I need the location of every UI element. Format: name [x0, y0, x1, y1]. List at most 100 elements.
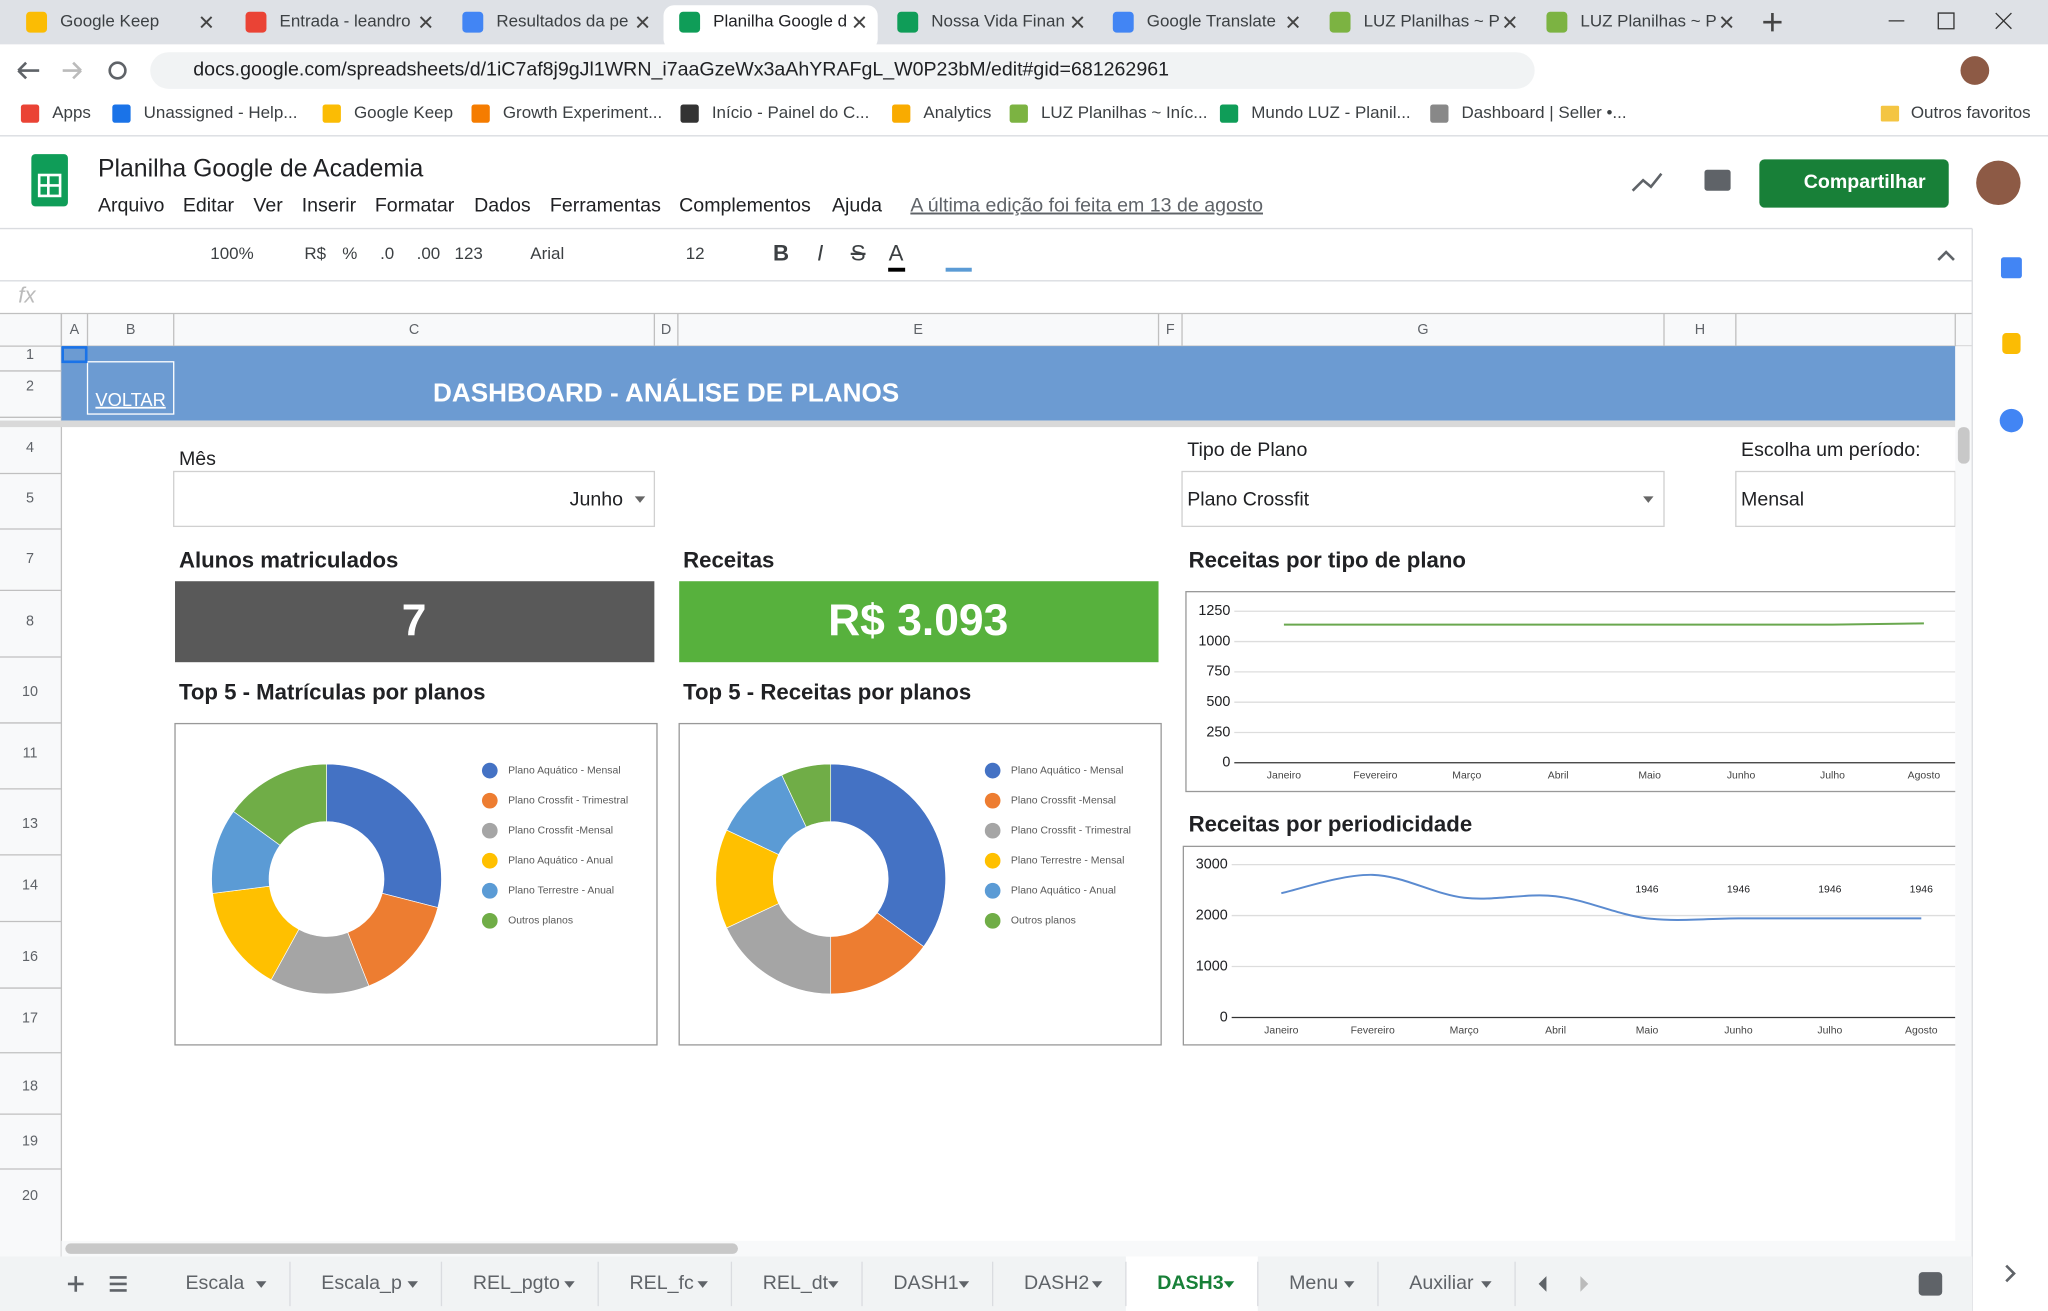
column-header[interactable]: G [1417, 322, 1428, 338]
sheet-tab[interactable]: REL_fc [630, 1272, 694, 1294]
dropdown-arrow[interactable] [634, 496, 646, 503]
menu-item[interactable]: Arquivo [98, 195, 164, 217]
sheet-tab[interactable]: REL_pgto [473, 1272, 560, 1294]
toolbar-item[interactable]: A [889, 241, 904, 266]
v-scroll-thumb[interactable] [1957, 427, 1970, 464]
column-header[interactable]: B [126, 322, 136, 338]
filter-value[interactable]: Mensal [1741, 488, 1804, 510]
sheet-tab-arrow[interactable] [564, 1281, 575, 1288]
tab-close[interactable] [200, 16, 213, 29]
tab-close[interactable] [419, 16, 432, 29]
all-sheets-icon[interactable] [109, 1276, 127, 1292]
menu-item[interactable]: Editar [183, 195, 235, 217]
browser-tab[interactable]: Nossa Vida Finan [931, 12, 1065, 31]
menu-item[interactable]: Ajuda [832, 195, 882, 217]
filter-box[interactable] [173, 470, 656, 528]
omnibox[interactable] [150, 52, 1535, 89]
sheet-tab-arrow[interactable] [958, 1281, 970, 1288]
bookmark[interactable]: Analytics [923, 103, 991, 122]
tab-close[interactable] [1071, 16, 1084, 29]
toolbar-item[interactable]: 100% [210, 244, 253, 263]
url[interactable]: docs.google.com/spreadsheets/d/1iC7af8j9… [193, 59, 1169, 81]
row-header[interactable]: 16 [22, 949, 38, 965]
bookmark[interactable]: Apps [52, 103, 91, 122]
row-header[interactable]: 13 [22, 816, 38, 832]
browser-tab[interactable]: LUZ Planilhas ~ P [1364, 12, 1500, 31]
filter-box[interactable] [1181, 470, 1665, 528]
menu-item[interactable]: Ver [253, 195, 283, 217]
row-header[interactable]: 20 [22, 1188, 38, 1204]
sheet-tab[interactable]: REL_dt [763, 1272, 829, 1294]
bookmark-folder[interactable]: Outros favoritos [1911, 103, 2031, 122]
bookmark[interactable]: Unassigned - Help... [144, 103, 298, 122]
sheet-tab[interactable]: Auxiliar [1409, 1272, 1474, 1294]
toolbar-item[interactable]: Arial [530, 244, 564, 263]
sheet-tab[interactable]: Escala [185, 1272, 244, 1294]
row-header[interactable]: 11 [23, 745, 38, 761]
sheet-tab-arrow[interactable] [407, 1281, 418, 1288]
share-label[interactable]: Compartilhar [1804, 171, 1926, 193]
forward-icon[interactable] [62, 61, 82, 80]
browser-tab[interactable]: Resultados da pe [496, 12, 628, 31]
row-header[interactable]: 14 [22, 877, 38, 893]
column-header[interactable]: H [1695, 322, 1705, 338]
row-header[interactable]: 4 [26, 440, 34, 456]
back-button-frame[interactable] [86, 361, 175, 415]
calendar-icon[interactable] [2000, 257, 2022, 279]
sheet-tab[interactable]: DASH3 [1157, 1272, 1223, 1294]
column-header[interactable]: A [70, 322, 80, 338]
row-header[interactable]: 17 [22, 1011, 38, 1027]
h-scroll-thumb[interactable] [65, 1243, 738, 1254]
toolbar-item[interactable]: 123 [455, 244, 483, 263]
tab-close[interactable] [853, 16, 866, 29]
tab-close[interactable] [1503, 16, 1516, 29]
bookmark[interactable]: Mundo LUZ - Planil... [1251, 103, 1410, 122]
sheet-tab[interactable]: Menu [1289, 1272, 1338, 1294]
comments-icon[interactable] [1704, 169, 1731, 191]
browser-tab[interactable]: LUZ Planilhas ~ P [1580, 12, 1716, 31]
menu-item[interactable]: Inserir [302, 195, 357, 217]
row-header[interactable]: 10 [22, 684, 38, 700]
bookmark[interactable]: LUZ Planilhas ~ Iníc... [1041, 103, 1207, 122]
row-header[interactable]: 7 [26, 551, 34, 567]
back-icon[interactable] [17, 61, 40, 80]
menu-item[interactable]: Dados [474, 195, 531, 217]
toolbar-item[interactable]: S [851, 241, 866, 266]
tab-close[interactable] [636, 16, 649, 29]
toolbar-item[interactable]: .00 [417, 244, 441, 263]
row-header[interactable]: 8 [26, 614, 34, 630]
toolbar-item[interactable]: I [817, 241, 823, 266]
sheet-tab[interactable]: DASH2 [1024, 1272, 1089, 1294]
bookmark[interactable]: Início - Painel do C... [712, 103, 870, 122]
sheet-tab-arrow[interactable] [255, 1281, 267, 1288]
toolbar-item[interactable]: R$ [304, 244, 326, 263]
collapse-icon[interactable] [2005, 1264, 2016, 1283]
share-button[interactable] [1759, 159, 1949, 208]
menu-item[interactable]: Complementos [679, 195, 811, 217]
sheet-tab[interactable]: Escala_p [321, 1272, 402, 1294]
avatar[interactable] [1960, 56, 1990, 85]
menu-item[interactable]: Ferramentas [550, 195, 661, 217]
toolbar-item[interactable]: .0 [380, 244, 394, 263]
filter-value[interactable]: Junho [570, 488, 623, 510]
bookmark[interactable]: Dashboard | Seller •... [1462, 103, 1627, 122]
column-header[interactable]: D [661, 322, 671, 338]
bookmark[interactable]: Growth Experiment... [503, 103, 662, 122]
sheet-tab-arrow[interactable] [1343, 1281, 1355, 1288]
filter-box[interactable] [1735, 470, 1956, 528]
column-header[interactable]: E [913, 322, 923, 338]
scroll-right-icon[interactable] [1580, 1276, 1589, 1292]
menu-item[interactable]: Formatar [375, 195, 455, 217]
sheet-tab-arrow[interactable] [1091, 1281, 1103, 1288]
explore-icon[interactable] [1918, 1272, 1943, 1296]
scroll-left-icon[interactable] [1538, 1276, 1547, 1292]
last-edit[interactable]: A última edição foi feita em 13 de agost… [910, 195, 1263, 217]
browser-tab[interactable]: Google Keep [60, 12, 159, 31]
back-link[interactable]: VOLTAR [95, 389, 165, 410]
row-header[interactable]: 2 [26, 378, 34, 394]
tasks-icon[interactable] [1999, 408, 2024, 433]
window-controls[interactable] [1888, 12, 2012, 30]
row-header[interactable]: 18 [22, 1078, 38, 1094]
sheet-tab[interactable]: DASH1 [893, 1272, 958, 1294]
row-header[interactable]: 19 [22, 1133, 38, 1149]
